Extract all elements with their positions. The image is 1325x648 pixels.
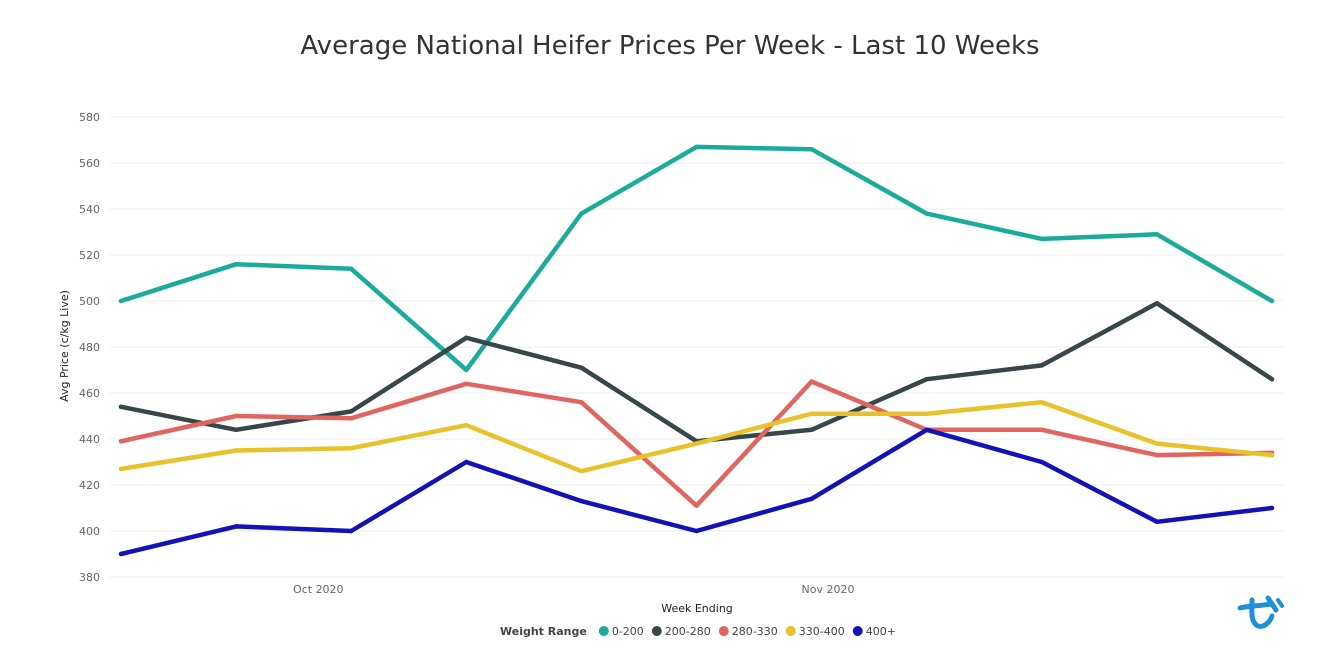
data-point <box>1269 452 1275 458</box>
x-axis-ticks: Oct 2020 Nov 2020 <box>293 583 854 596</box>
data-point <box>349 528 354 534</box>
data-point <box>349 446 354 451</box>
data-point <box>1154 452 1160 458</box>
data-point <box>349 409 354 414</box>
y-tick-label: 500 <box>79 295 100 308</box>
legend-marker <box>852 626 863 636</box>
data-point <box>809 379 814 384</box>
data-point <box>809 427 814 432</box>
data-point <box>579 365 584 370</box>
series-lines <box>118 144 1275 557</box>
data-point <box>464 423 469 428</box>
data-point <box>1269 298 1275 304</box>
legend-marker <box>718 626 729 636</box>
series-line-330-400 <box>118 399 1275 474</box>
data-point <box>809 147 814 152</box>
data-point <box>1039 363 1045 368</box>
data-point <box>118 466 124 472</box>
y-tick-label: 480 <box>79 341 100 354</box>
legend-marker <box>785 626 796 636</box>
y-tick-label: 460 <box>79 387 100 400</box>
data-point <box>1154 232 1160 237</box>
y-tick-label: 520 <box>79 249 100 262</box>
data-point <box>1154 441 1160 446</box>
data-point <box>1039 236 1045 242</box>
chart-title: Average National Heifer Prices Per Week … <box>300 31 1039 61</box>
y-tick-label: 400 <box>79 525 100 538</box>
data-point <box>118 439 124 444</box>
y-axis-ticks: 380 400 420 440 460 480 500 520 540 560 580 <box>79 111 100 584</box>
data-point <box>924 377 929 382</box>
x-tick-label: Nov 2020 <box>802 583 855 596</box>
data-point <box>924 411 929 416</box>
legend-label: 280-330 <box>732 625 778 638</box>
y-tick-label: 560 <box>79 157 100 170</box>
legend-label: 200-280 <box>665 625 711 638</box>
legend-marker <box>598 626 609 636</box>
data-point <box>233 524 239 529</box>
legend-label: 330-400 <box>799 625 845 638</box>
data-point <box>579 400 584 405</box>
data-point <box>233 427 239 432</box>
data-point <box>118 551 124 557</box>
data-point <box>924 211 929 216</box>
data-point <box>1269 377 1275 382</box>
data-point <box>349 416 354 421</box>
data-point <box>233 262 239 267</box>
legend-title: Weight Range <box>500 625 587 638</box>
data-point <box>1154 519 1160 524</box>
data-point <box>579 498 584 504</box>
y-tick-label: 440 <box>79 433 100 446</box>
brand-logo-icon <box>1237 595 1284 629</box>
data-point <box>694 503 699 508</box>
data-point <box>809 411 814 416</box>
data-point <box>694 144 699 150</box>
y-tick-label: 420 <box>79 479 100 492</box>
data-point <box>464 367 469 373</box>
data-point <box>118 298 124 304</box>
legend: Weight Range 0-200 200-280 280-330 330-400 4… <box>500 625 896 638</box>
data-point <box>233 448 239 453</box>
data-point <box>1269 505 1275 511</box>
data-point <box>1039 459 1045 465</box>
legend-marker <box>651 626 662 636</box>
data-point <box>1039 400 1045 405</box>
y-tick-label: 380 <box>79 571 100 584</box>
data-point <box>233 413 239 419</box>
legend-label: 400+ <box>866 625 896 638</box>
data-point <box>579 469 584 474</box>
x-tick-label: Oct 2020 <box>293 583 344 596</box>
data-point <box>924 427 929 432</box>
y-tick-label: 580 <box>79 111 100 124</box>
data-point <box>349 266 354 271</box>
data-point <box>464 381 469 386</box>
data-point <box>694 528 699 534</box>
data-point <box>118 404 124 409</box>
data-point <box>464 335 469 340</box>
data-point <box>1039 427 1045 432</box>
x-axis-label: Week Ending <box>661 602 733 615</box>
y-tick-label: 540 <box>79 203 100 216</box>
data-point <box>579 211 584 216</box>
data-point <box>1154 301 1160 306</box>
legend-label: 0-200 <box>612 625 644 638</box>
gridlines <box>110 116 1283 578</box>
data-point <box>464 459 469 465</box>
data-point <box>809 496 814 501</box>
y-axis-label: Avg Price (c/kg Live) <box>58 290 71 402</box>
data-point <box>694 441 699 446</box>
